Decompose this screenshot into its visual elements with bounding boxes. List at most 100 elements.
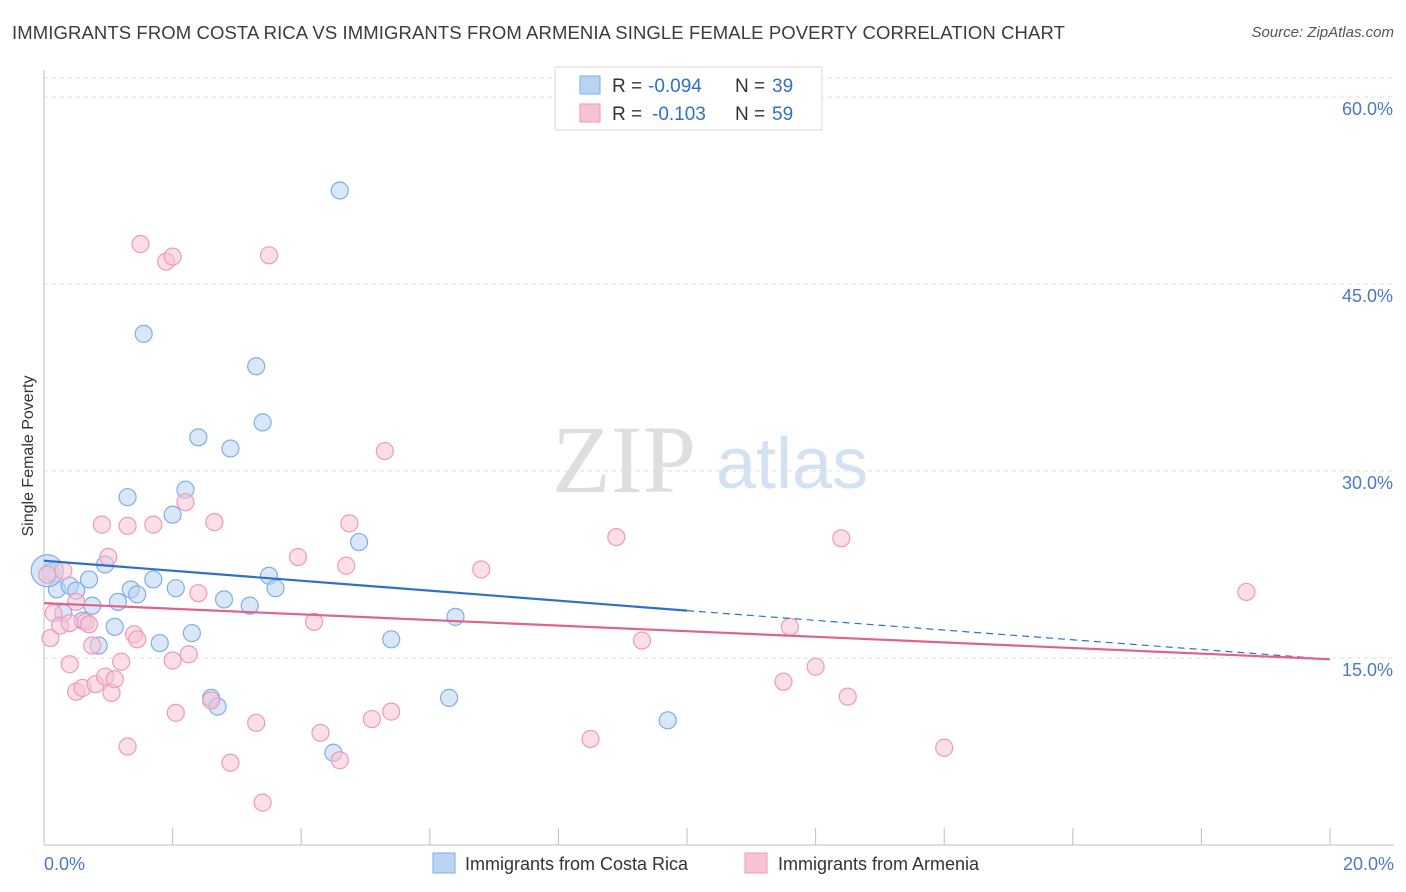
- data-point: [581, 729, 600, 749]
- series-legend: Immigrants from Costa Rica Immigrants fr…: [432, 852, 980, 874]
- legend-swatch-blue: [579, 75, 601, 95]
- watermark-zip: ZIP: [552, 406, 696, 513]
- trend-line-blue: [43, 559, 688, 612]
- data-point: [163, 247, 182, 266]
- data-point: [128, 630, 147, 649]
- data-point: [79, 615, 99, 634]
- legend-n-value-pink: 59: [772, 104, 793, 125]
- data-point: [118, 516, 137, 535]
- y-tick-label: 15.0%: [1342, 660, 1393, 680]
- data-point: [179, 645, 198, 664]
- data-point: [118, 488, 137, 507]
- data-point: [92, 515, 111, 534]
- data-point: [382, 702, 401, 721]
- data-point: [253, 413, 272, 432]
- data-point: [221, 439, 240, 458]
- correlation-legend: R = -0.094 N = 39 R = -0.103 N = 59: [554, 66, 823, 131]
- data-point: [112, 652, 131, 671]
- y-axis-label: Single Female Poverty: [20, 376, 37, 537]
- data-point: [838, 687, 857, 706]
- data-point: [166, 579, 185, 598]
- legend-r-label-pink: R =: [612, 104, 642, 125]
- legend-r-label-blue: R =: [612, 76, 642, 97]
- y-tick-label: 45.0%: [1342, 286, 1393, 306]
- data-point: [41, 628, 60, 648]
- y-tick-labels: 15.0% 30.0% 45.0% 60.0%: [1342, 99, 1393, 680]
- data-point: [362, 709, 382, 729]
- data-point: [266, 579, 285, 598]
- data-point: [128, 585, 147, 604]
- gridlines: [44, 77, 1394, 659]
- data-point: [38, 565, 57, 584]
- data-point: [340, 514, 359, 533]
- chart-title: IMMIGRANTS FROM COSTA RICA VS IMMIGRANTS…: [12, 22, 1065, 43]
- data-point: [202, 691, 221, 710]
- data-point: [330, 751, 349, 770]
- data-point: [131, 235, 150, 254]
- data-point: [189, 428, 208, 447]
- bottom-legend-label-armenia: Immigrants from Armenia: [778, 854, 980, 874]
- legend-n-value-blue: 39: [772, 76, 793, 97]
- x-tick-label-max: 20.0%: [1343, 854, 1394, 874]
- data-point: [382, 630, 401, 649]
- data-point: [240, 596, 259, 615]
- data-point: [288, 547, 308, 567]
- chart-source: Source: ZipAtlas.com: [1251, 24, 1394, 41]
- x-tick-label-min: 0.0%: [44, 854, 85, 874]
- watermark-atlas: atlas: [716, 424, 868, 504]
- series-armenia-points: [38, 235, 1256, 812]
- legend-r-value-pink: -0.103: [652, 104, 706, 125]
- legend-swatch-pink: [579, 103, 601, 123]
- data-point: [166, 703, 185, 722]
- data-point: [247, 713, 266, 732]
- data-point: [60, 613, 79, 633]
- legend-n-label-pink: N =: [735, 104, 765, 125]
- data-point: [446, 607, 465, 626]
- bottom-legend-label-costa-rica: Immigrants from Costa Rica: [465, 854, 689, 874]
- bottom-legend-swatch-pink: [744, 852, 768, 874]
- data-point: [182, 623, 201, 643]
- trend-line-pink: [43, 602, 1331, 661]
- data-point: [1237, 582, 1256, 602]
- data-point: [108, 592, 128, 612]
- data-point: [774, 672, 793, 691]
- data-point: [311, 723, 330, 742]
- data-point: [105, 670, 124, 689]
- data-point: [144, 515, 163, 534]
- data-point: [105, 617, 124, 636]
- data-point: [83, 636, 102, 655]
- data-point: [60, 655, 79, 674]
- data-point: [144, 570, 163, 589]
- bottom-legend-swatch-blue: [432, 852, 456, 874]
- data-point: [189, 584, 208, 603]
- data-point: [607, 527, 626, 547]
- data-point: [221, 753, 240, 772]
- data-point: [806, 657, 825, 676]
- trend-lines: [43, 559, 1331, 661]
- data-point: [214, 590, 234, 609]
- data-point: [780, 617, 799, 636]
- data-point: [150, 633, 169, 653]
- data-point: [205, 513, 224, 532]
- data-point: [163, 651, 182, 670]
- data-point: [375, 441, 394, 461]
- y-tick-label: 30.0%: [1342, 473, 1393, 493]
- data-point: [259, 246, 279, 265]
- data-point: [118, 737, 137, 756]
- data-point: [304, 612, 324, 631]
- legend-n-label-blue: N =: [735, 76, 765, 97]
- data-point: [79, 570, 99, 589]
- data-point: [349, 532, 369, 552]
- legend-r-value-blue: -0.094: [648, 76, 702, 97]
- y-tick-label: 60.0%: [1342, 99, 1393, 119]
- data-point: [832, 529, 851, 548]
- data-point: [247, 357, 266, 376]
- data-point: [330, 181, 349, 200]
- data-point: [54, 561, 73, 580]
- data-point: [935, 738, 954, 757]
- data-point: [658, 711, 677, 730]
- data-point: [632, 631, 652, 650]
- data-point: [439, 688, 459, 707]
- data-point: [253, 793, 272, 812]
